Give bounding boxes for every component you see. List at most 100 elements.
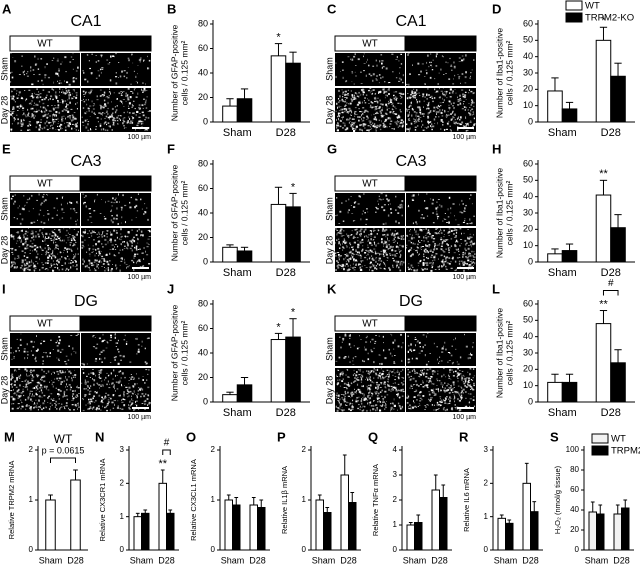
cell-speck: [76, 71, 78, 72]
cell-speck: [55, 407, 56, 409]
cell-speck: [104, 357, 106, 359]
cell-speck: [57, 126, 58, 127]
cell-speck: [31, 260, 32, 262]
cell-speck: [53, 240, 55, 241]
cell-speck: [139, 108, 141, 109]
cell-speck: [433, 389, 434, 390]
cell-speck: [427, 105, 429, 106]
cell-speck: [423, 254, 424, 256]
cell-speck: [117, 375, 118, 376]
cell-speck: [442, 55, 443, 57]
cell-speck: [69, 102, 70, 104]
cell-speck: [384, 268, 385, 269]
cell-speck: [66, 383, 67, 384]
cell-speck: [139, 113, 141, 114]
cell-speck: [393, 260, 395, 262]
cell-speck: [336, 239, 337, 241]
cell-speck: [402, 360, 403, 362]
cell-speck: [94, 402, 95, 403]
cell-speck: [428, 94, 430, 96]
cell-speck: [431, 389, 433, 391]
cell-speck: [390, 101, 392, 103]
cell-speck: [407, 93, 409, 94]
cell-speck: [401, 382, 403, 383]
cell-speck: [411, 407, 412, 408]
cell-speck: [448, 375, 449, 376]
cell-speck: [376, 78, 377, 79]
cell-speck: [362, 406, 364, 407]
cell-speck: [426, 70, 428, 71]
cell-speck: [31, 374, 32, 375]
cell-speck: [383, 371, 384, 372]
cell-speck: [416, 390, 418, 392]
cell-speck: [130, 121, 132, 122]
cell-speck: [459, 261, 460, 262]
cell-speck: [455, 338, 456, 340]
cell-speck: [428, 102, 429, 103]
cell-speck: [43, 194, 45, 195]
cell-speck: [130, 378, 132, 380]
cell-speck: [368, 244, 369, 246]
cell-speck: [460, 116, 462, 118]
cell-speck: [459, 61, 461, 62]
cell-speck: [388, 118, 389, 119]
cell-speck: [347, 393, 349, 394]
cell-speck: [34, 341, 35, 343]
cell-speck: [380, 376, 381, 378]
cell-speck: [370, 88, 372, 89]
cell-speck: [413, 400, 414, 402]
cell-speck: [34, 93, 35, 94]
cell-speck: [391, 386, 393, 387]
cell-speck: [407, 116, 409, 117]
cell-speck: [108, 242, 109, 243]
cell-speck: [419, 353, 421, 354]
cell-speck: [412, 65, 413, 66]
cell-speck: [76, 94, 77, 96]
cell-speck: [437, 207, 438, 209]
cell-speck: [16, 377, 18, 379]
cell-speck: [77, 386, 78, 387]
cell-speck: [104, 407, 106, 408]
cell-speck: [30, 391, 32, 392]
cell-speck: [124, 70, 125, 71]
cell-speck: [422, 96, 423, 98]
cell-speck: [32, 93, 33, 94]
cell-speck: [432, 264, 434, 265]
cell-speck: [92, 378, 93, 380]
cell-speck: [58, 380, 59, 381]
cell-speck: [66, 379, 68, 381]
cell-speck: [398, 370, 399, 371]
cell-speck: [393, 95, 395, 96]
cell-speck: [50, 95, 52, 97]
cell-speck: [102, 397, 103, 399]
cell-speck: [339, 231, 340, 233]
cell-speck: [445, 397, 446, 398]
cell-speck: [431, 381, 432, 383]
cell-speck: [23, 113, 24, 115]
y-tick-label: 0: [203, 256, 208, 266]
cell-speck: [459, 400, 461, 402]
cell-speck: [134, 71, 135, 72]
cell-speck: [64, 56, 66, 58]
cell-speck: [92, 409, 93, 410]
cell-speck: [126, 267, 127, 268]
cell-speck: [367, 395, 368, 396]
cell-speck: [418, 194, 419, 196]
cell-speck: [436, 91, 438, 92]
cell-speck: [367, 117, 369, 119]
cell-speck: [20, 130, 22, 131]
cell-speck: [30, 241, 32, 242]
cell-speck: [31, 108, 32, 110]
cell-speck: [134, 255, 136, 257]
cell-speck: [344, 240, 345, 242]
panel-title: CA1: [395, 13, 426, 30]
cell-speck: [345, 391, 346, 393]
cell-speck: [17, 97, 19, 98]
cell-speck: [373, 114, 375, 115]
cell-speck: [368, 353, 369, 355]
cell-speck: [21, 381, 23, 382]
cell-speck: [395, 382, 396, 384]
cell-speck: [431, 255, 433, 256]
cell-speck: [455, 228, 456, 229]
cell-speck: [419, 109, 421, 111]
